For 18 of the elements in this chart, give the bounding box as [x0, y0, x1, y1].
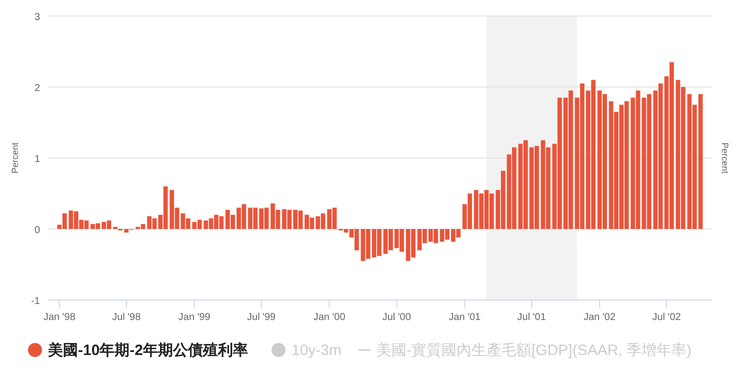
- x-tick-label: Jul '01: [517, 312, 546, 323]
- x-tick-label: Jul '99: [247, 312, 276, 323]
- y2-axis-title: Percent: [720, 142, 730, 174]
- y-tick-label: 0: [34, 225, 40, 236]
- legend-label: 美國-10年期-2年期公債殖利率: [47, 341, 248, 359]
- x-tick-label: Jul '00: [382, 312, 412, 323]
- y-tick-label: 2: [34, 83, 40, 94]
- y-tick-label: 3: [34, 12, 40, 23]
- x-tick-label: Jan '00: [313, 312, 346, 323]
- x-tick-label: Jul '98: [112, 312, 142, 323]
- x-tick-label: Jan '01: [448, 312, 482, 323]
- x-tick-label: Jan '98: [43, 312, 76, 323]
- y-tick-label: -1: [31, 296, 40, 307]
- y-axis-title: Percent: [10, 142, 20, 174]
- x-tick-label: Jan '99: [178, 312, 211, 323]
- x-tick-label: Jul '02: [652, 312, 682, 323]
- x-tick-label: Jan '02: [584, 312, 616, 323]
- y-tick-label: 1: [34, 154, 40, 165]
